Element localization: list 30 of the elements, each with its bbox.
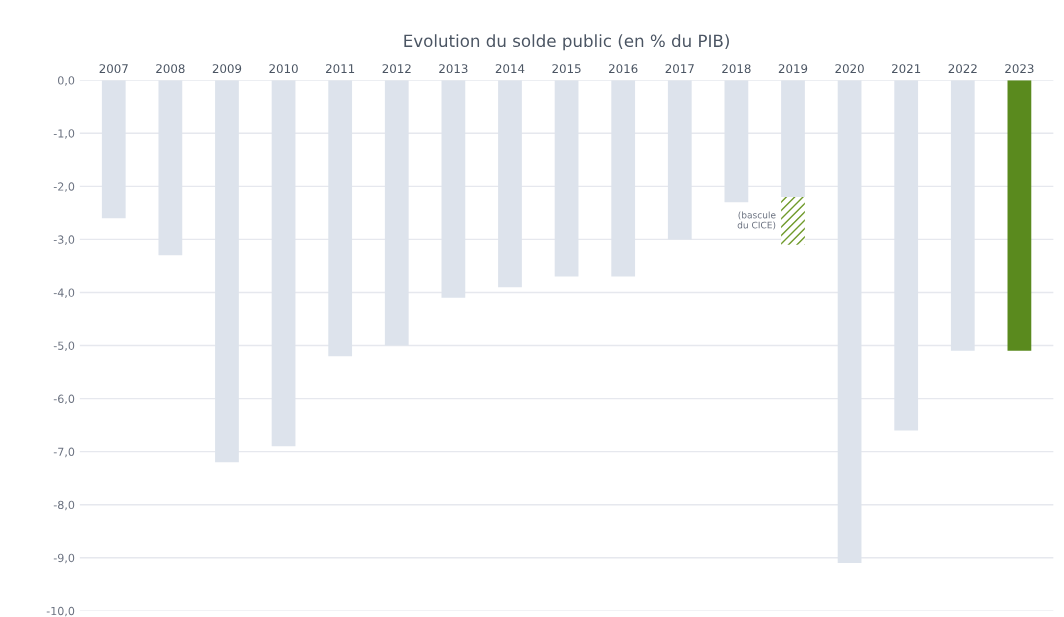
chart-title: Evolution du solde public (en % du PIB) [404,34,729,51]
x-tick-label: 2014 [495,64,525,74]
y-tick-label: -8,0 [53,500,75,511]
x-tick-label: 2021 [892,64,921,74]
x-tick-label: 2015 [552,64,581,74]
y-tick-label: -5,0 [53,341,75,352]
x-tick-label: 2023 [1005,64,1034,74]
y-tick-label: -10,0 [46,606,75,617]
y-tick-label: -7,0 [53,447,75,458]
x-tick-label: 2008 [156,64,185,74]
y-tick-label: -4,0 [53,288,75,298]
x-tick-label: 2013 [439,64,468,74]
y-tick-label: -6,0 [53,394,75,405]
x-tick-label: 2010 [269,64,298,74]
y-tick-label: -1,0 [53,129,75,139]
x-tick-label: 2018 [722,64,751,74]
x-tick-label: 2022 [948,64,977,74]
y-tick-label: -9,0 [53,553,75,564]
x-tick-label: 2009 [212,64,242,74]
annotation: (bascule du CICE) [737,211,776,230]
x-tick-label: 2019 [778,64,808,74]
x-tick-label: 2017 [665,64,694,74]
y-tick-label: -2,0 [53,182,75,192]
x-tick-label: 2020 [835,64,864,74]
x-tick-label: 2016 [609,64,638,74]
y-tick-label: 0,0 [58,76,75,86]
x-tick-label: 2012 [382,64,411,74]
x-tick-label: 2011 [326,64,355,74]
x-tick-label: 2007 [99,64,128,74]
y-tick-label: -3,0 [53,235,75,245]
